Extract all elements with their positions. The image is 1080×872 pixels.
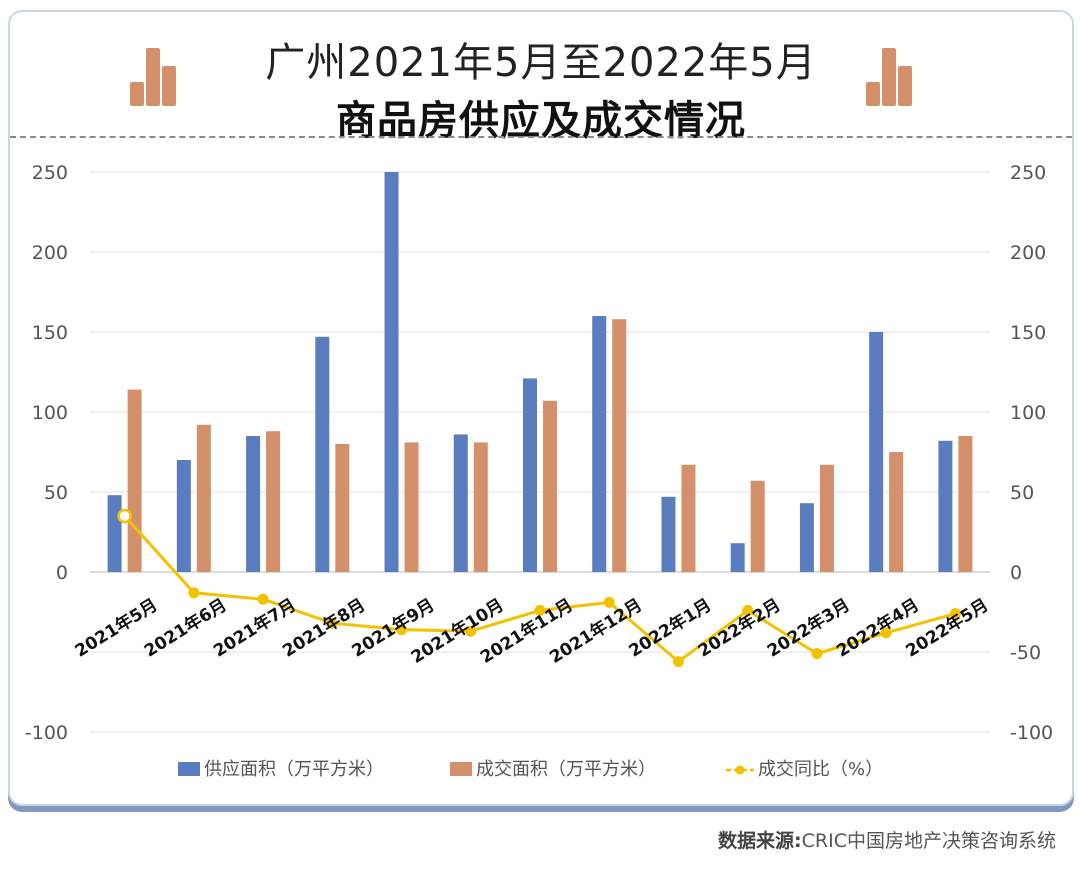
chart-plot: 250 200 150 100 50 0 -100 250 200 150 100 50 0 -50 -10… [25,162,1053,780]
bar-deal [127,389,142,572]
chart-title: 广州2021年5月至2022年5月 [265,40,817,86]
bar-deal [612,319,627,572]
bar-deal [889,452,904,572]
bar-chart-icon-left [130,46,180,106]
bar-deal [473,442,488,572]
y-left-tick-label: -100 [25,722,68,744]
bar-supply [938,440,953,572]
bar-supply [246,436,261,572]
y-left-tick-label: 150 [32,322,68,344]
yoy-point [257,593,269,605]
yoy-point [949,608,961,620]
y-right-tick-label: 150 [1010,322,1046,344]
y-right-tick-label: 200 [1010,242,1046,264]
legend-swatch-yoy-point [735,765,745,775]
y-right-tick-label: 100 [1010,402,1046,424]
y-right-tick-label: -100 [1010,722,1053,744]
y-left-tick-label: 50 [44,482,68,504]
bar-deal [819,464,834,572]
legend-label-supply: 供应面积（万平方米） [204,759,384,780]
y-right-tick-label: -50 [1010,642,1041,664]
y-left-tick-label: 200 [32,242,68,264]
bar-deal [404,442,419,572]
data-source: 数据来源:CRIC中国房地产决策咨询系统 [718,826,1056,853]
bar-supply [176,460,191,572]
bar-deal [196,424,211,572]
source-text: CRIC中国房地产决策咨询系统 [801,830,1056,852]
y-right-tick-label: 250 [1010,162,1046,184]
yoy-point [396,624,408,636]
bar-supply [315,336,330,572]
yoy-point [117,508,132,524]
yoy-point [742,604,754,616]
legend-label-deal: 成交面积（万平方米） [476,759,656,780]
y-right-tick-label: 50 [1010,482,1034,504]
bar-chart-icon-right [866,46,916,106]
yoy-point [811,648,823,660]
y-left-tick-label: 250 [32,162,68,184]
yoy-point [326,617,338,629]
yoy-point [880,627,892,639]
bar-deal [750,480,765,572]
y-right-tick-label: 0 [1010,562,1022,584]
bar-deal [335,444,350,572]
legend-swatch-deal [450,762,472,776]
source-label: 数据来源: [718,830,802,852]
legend-swatch-supply [178,762,200,776]
y-left-tick-label: 100 [32,402,68,424]
y-left-tick-label: 0 [56,562,68,584]
bar-supply [107,495,122,572]
bar-supply [384,172,399,572]
bar-deal [958,436,973,572]
bar-supply [453,434,468,572]
title-divider [10,136,1072,138]
yoy-point [672,656,684,668]
bar-supply [523,378,537,572]
bar-supply [869,332,884,572]
bar-supply [730,543,745,572]
bar-deal [681,464,696,572]
chart-card: 广州2021年5月至2022年5月 商品房供应及成交情况 250 200 150 10… [8,10,1074,806]
yoy-point [465,625,477,637]
yoy-point [188,587,200,599]
bar-supply [799,503,814,572]
bar-deal [543,400,557,572]
yoy-point [603,596,615,608]
yoy-point [534,604,546,616]
legend-label-yoy: 成交同比（%） [758,759,883,780]
bar-supply [661,496,676,572]
bar-supply [592,316,607,572]
bar-deal [266,431,281,572]
